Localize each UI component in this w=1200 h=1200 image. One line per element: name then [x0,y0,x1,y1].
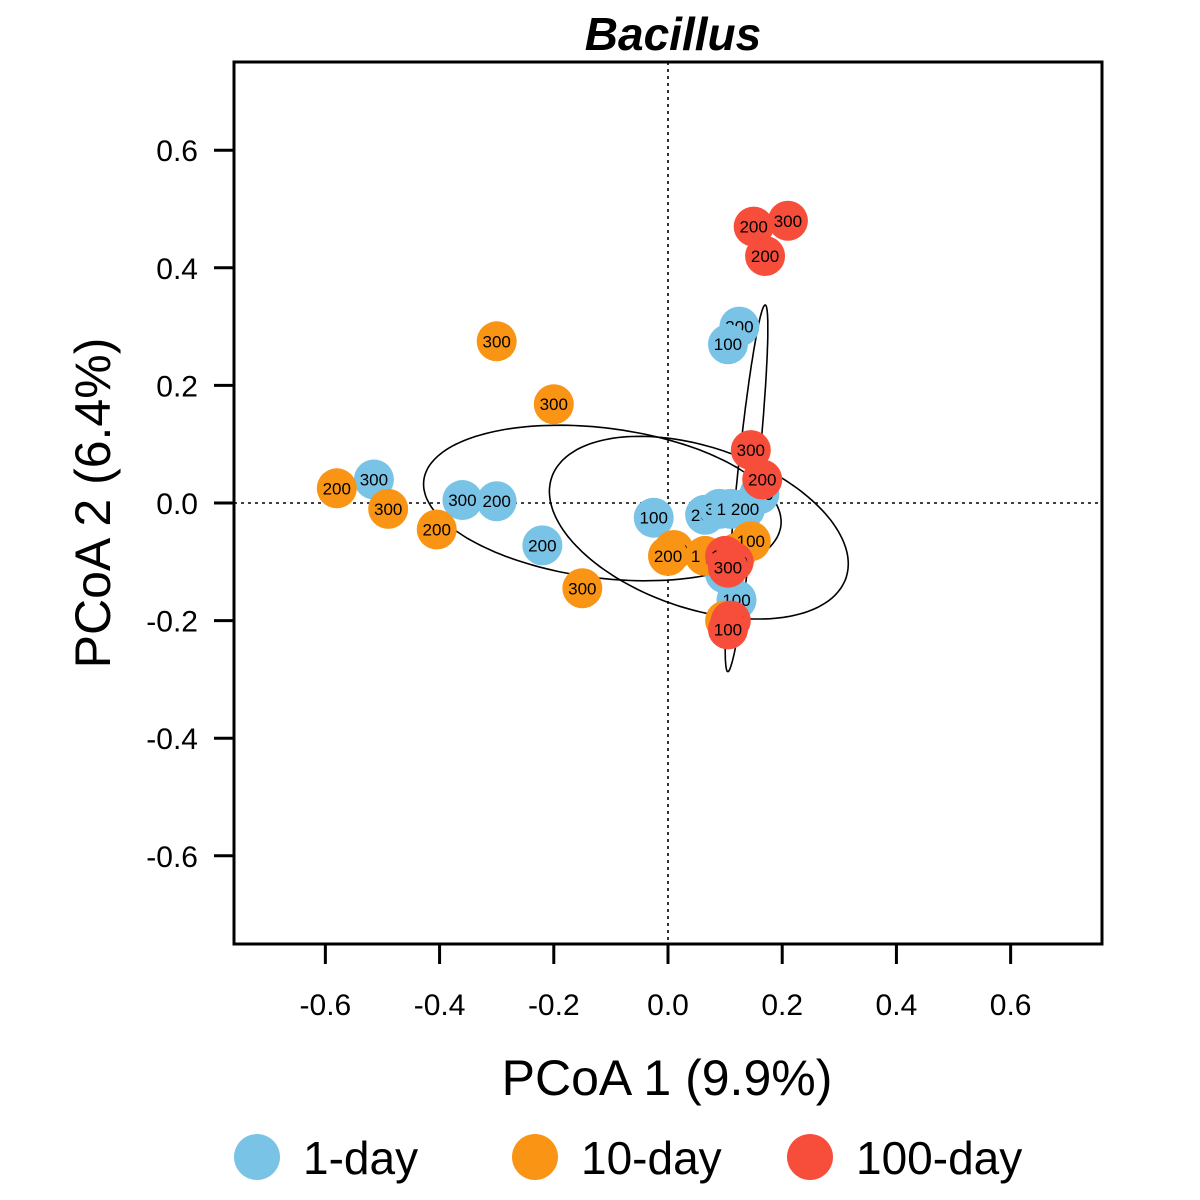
chart-title: Bacillus [585,8,761,60]
point-100-day: 100 [707,609,748,650]
point-1-day: 200 [476,481,517,522]
ellipse-1-day [548,435,850,620]
ellipse-10-day [422,424,782,582]
point-label: 300 [774,212,802,231]
point-label: 200 [739,218,767,237]
point-marker [767,200,808,241]
y-tick-label: 0.0 [156,488,198,521]
point-label: 300 [374,500,402,519]
point-marker [368,488,409,529]
legend-item-1-day: 1-day [234,1132,418,1184]
point-10-day: 300 [562,568,603,609]
x-axis-label: PCoA 1 (9.9%) [502,1050,833,1106]
point-marker [725,488,766,529]
point-label: 200 [731,500,759,519]
point-1-day: 200 [725,488,766,529]
y-tick-label: 0.6 [156,135,198,168]
point-label: 300 [448,491,476,510]
x-tick-label: 0.2 [761,989,803,1022]
point-label: 200 [654,547,682,566]
y-tick-label: 0.2 [156,370,198,403]
legend-marker [234,1134,280,1180]
x-tick-label: -0.6 [300,989,352,1022]
point-label: 200 [323,479,351,498]
point-label: 300 [714,559,742,578]
point-label: 100 [714,620,742,639]
point-marker [707,324,748,365]
y-tick-label: -0.2 [146,606,198,639]
point-marker [745,236,786,277]
point-100-day: 300 [767,200,808,241]
point-marker [707,547,748,588]
ellipse-100-day [724,304,769,673]
point-label: 300 [568,579,596,598]
legend-item-10-day: 10-day [512,1132,722,1184]
point-marker [522,525,563,566]
point-label: 300 [360,470,388,489]
x-tick-label: 0.4 [876,989,918,1022]
x-tick-label: -0.4 [414,989,466,1022]
y-tick-label: 0.4 [156,253,198,286]
point-100-day: 300 [707,547,748,588]
x-tick-label: 0.0 [647,989,689,1022]
point-marker [562,568,603,609]
point-marker [476,321,517,362]
point-label: 100 [714,335,742,354]
legend-label: 100-day [856,1132,1022,1184]
point-10-day: 200 [416,509,457,550]
point-marker [416,509,457,550]
point-label: 200 [423,520,451,539]
point-10-day: 300 [476,321,517,362]
x-tick-label: 0.6 [990,989,1032,1022]
y-axis-label: PCoA 2 (6.4%) [65,338,121,669]
point-1-day: 100 [633,497,674,538]
legend-label: 10-day [581,1132,722,1184]
point-100-day: 200 [745,236,786,277]
point-marker [316,468,357,509]
point-label: 300 [482,332,510,351]
legend-label: 1-day [303,1132,418,1184]
point-label: 200 [482,492,510,511]
point-1-day: 300 [442,480,483,521]
point-marker [742,459,783,500]
point-10-day: 200 [316,468,357,509]
x-tick-label: -0.2 [528,989,580,1022]
legend-marker [787,1134,833,1180]
point-10-day: 300 [533,384,574,425]
y-tick-label: -0.6 [146,841,198,874]
point-100-day: 200 [742,459,783,500]
point-10-day: 200 [648,535,688,576]
legend: 1-day 10-day 100-day [234,1132,1022,1184]
point-marker [476,481,517,522]
point-1-day: 200 [522,525,563,566]
point-label: 100 [640,509,668,528]
legend-marker [512,1134,558,1180]
legend-item-100-day: 100-day [787,1132,1022,1184]
y-tick-label: -0.4 [146,723,198,756]
point-label: 200 [528,536,556,555]
point-label: 300 [737,441,765,460]
point-label: 200 [748,470,776,489]
point-marker [633,497,674,538]
point-label: 200 [751,247,779,266]
point-10-day: 300 [368,488,409,529]
point-marker [648,535,688,576]
point-1-day: 100 [707,324,748,365]
point-marker [442,480,483,521]
point-label: 300 [540,395,568,414]
point-marker [533,384,574,425]
point-marker [707,609,748,650]
